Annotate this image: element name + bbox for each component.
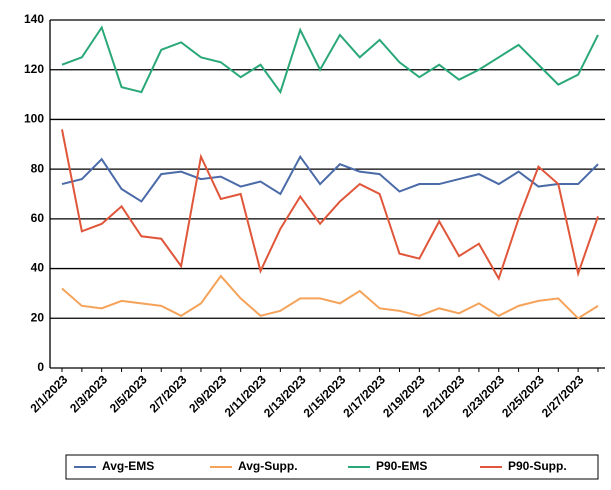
legend-label: Avg-EMS (102, 459, 154, 473)
x-tick-label: 2/17/2023 (340, 372, 388, 420)
x-tick-label: 2/3/2023 (67, 372, 110, 415)
y-tick-label: 60 (31, 211, 45, 225)
x-tick-label: 2/27/2023 (539, 372, 587, 420)
series-line (61, 129, 599, 281)
legend-label: Avg-Supp. (238, 459, 298, 473)
x-tick-label: 2/15/2023 (301, 372, 349, 420)
series-line (61, 25, 599, 95)
y-tick-label: 80 (31, 161, 45, 175)
y-tick-label: 140 (24, 12, 44, 26)
legend-box (65, 454, 599, 480)
series-line (61, 274, 599, 320)
series-line (61, 154, 599, 203)
x-tick-label: 2/7/2023 (147, 372, 190, 415)
x-tick-label: 2/19/2023 (380, 372, 428, 420)
x-tick-label: 2/25/2023 (499, 372, 547, 420)
x-tick-label: 2/13/2023 (261, 372, 309, 420)
y-tick-label: 120 (24, 62, 44, 76)
x-tick-label: 2/5/2023 (107, 372, 150, 415)
legend-label: P90-EMS (376, 459, 427, 473)
y-tick-label: 0 (37, 360, 44, 374)
y-tick-label: 100 (24, 112, 44, 126)
legend-label: P90-Supp. (508, 459, 567, 473)
y-tick-label: 20 (31, 310, 45, 324)
y-tick-label: 40 (31, 261, 45, 275)
x-tick-label: 2/1/2023 (27, 372, 70, 415)
x-tick-label: 2/21/2023 (420, 372, 468, 420)
x-tick-label: 2/23/2023 (459, 372, 507, 420)
